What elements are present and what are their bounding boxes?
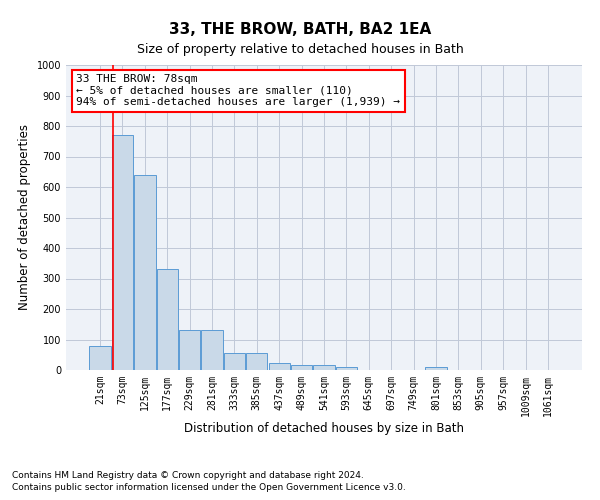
Bar <box>112 135 133 370</box>
Bar <box>269 364 290 370</box>
Text: Contains HM Land Registry data © Crown copyright and database right 2024.: Contains HM Land Registry data © Crown c… <box>12 470 364 480</box>
Bar <box>224 353 245 370</box>
Text: Contains public sector information licensed under the Open Government Licence v3: Contains public sector information licen… <box>12 483 406 492</box>
X-axis label: Distribution of detached houses by size in Bath: Distribution of detached houses by size … <box>184 422 464 434</box>
Bar <box>202 330 223 370</box>
Bar <box>157 270 178 370</box>
Bar <box>179 330 200 370</box>
Text: Size of property relative to detached houses in Bath: Size of property relative to detached ho… <box>137 42 463 56</box>
Bar <box>89 346 111 370</box>
Bar <box>291 364 312 370</box>
Bar <box>246 353 268 370</box>
Text: 33 THE BROW: 78sqm
← 5% of detached houses are smaller (110)
94% of semi-detache: 33 THE BROW: 78sqm ← 5% of detached hous… <box>76 74 400 108</box>
Text: 33, THE BROW, BATH, BA2 1EA: 33, THE BROW, BATH, BA2 1EA <box>169 22 431 38</box>
Bar <box>336 367 357 370</box>
Y-axis label: Number of detached properties: Number of detached properties <box>18 124 31 310</box>
Bar <box>313 366 335 370</box>
Bar <box>425 367 446 370</box>
Bar <box>134 175 155 370</box>
